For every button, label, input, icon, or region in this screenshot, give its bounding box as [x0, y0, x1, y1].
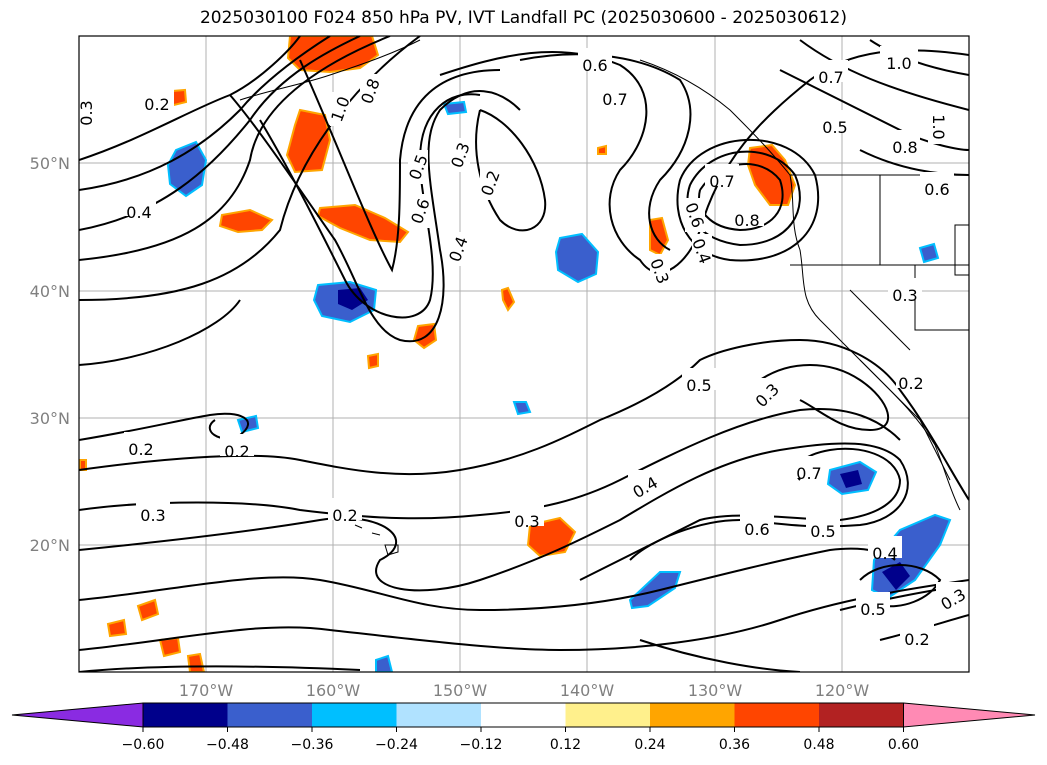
colorbar-tick-label: 0.60 [888, 737, 919, 753]
latitude-labels: 50°N 40°N 30°N 20°N [30, 154, 70, 555]
colorbar-tick-label: −0.60 [122, 737, 165, 753]
colorbar-segment [227, 703, 312, 727]
contour-label: 0.2 [224, 442, 249, 461]
colorbar-extend-low [11, 702, 144, 728]
contour-label: 0.3 [514, 512, 539, 531]
contour-label: 1.0 [929, 114, 948, 139]
lon-label: 150°W [433, 681, 488, 700]
lon-label: 120°W [815, 681, 870, 700]
contour-label: 0.5 [686, 376, 711, 395]
contour-label: 0.7 [709, 172, 734, 191]
colorbar-tick-label: 0.36 [719, 737, 750, 753]
lat-label: 50°N [30, 154, 70, 173]
contour-label: 1.0 [886, 54, 911, 73]
contour-label: 0.3 [77, 100, 96, 125]
contour-label: 0.4 [126, 203, 151, 222]
colorbar-tick-label: −0.12 [460, 737, 503, 753]
contour-label: 0.8 [734, 211, 759, 230]
contour-labels: 0.2 0.3 0.4 1.0 0.8 0.3 0.2 0.5 0.6 0.4 0.6 0.7 0.3 0… [77, 54, 969, 649]
contour-label: 0.7 [602, 90, 627, 109]
lat-label: 40°N [30, 282, 70, 301]
contour-label: 0.4 [872, 544, 897, 563]
contour-label: 0.3 [140, 506, 165, 525]
contour-label: 0.6 [744, 520, 769, 539]
colorbar: −0.60 −0.48 −0.36 −0.24 −0.12 0.12 0.24 0.36 0.4… [11, 702, 1036, 753]
colorbar-segment [143, 703, 228, 727]
contour-label: 0.6 [924, 180, 949, 199]
colorbar-frame [142, 702, 904, 728]
contour-label: 0.3 [892, 286, 917, 305]
contour-label: 0.2 [898, 374, 923, 393]
map-plot-area: 0.2 0.3 0.4 1.0 0.8 0.3 0.2 0.5 0.6 0.4 0.6 0.7 0.3 0… [77, 36, 969, 672]
lat-label: 30°N [30, 409, 70, 428]
colorbar-segment [734, 703, 819, 727]
contour-label: 0.2 [128, 440, 153, 459]
map-title: 2025030100 F024 850 hPa PV, IVT Landfall… [199, 8, 847, 28]
contour-label: 0.8 [892, 138, 917, 157]
colorbar-tick-label: −0.36 [291, 737, 334, 753]
colorbar-segment [650, 703, 735, 727]
contour-label: 0.2 [904, 630, 929, 649]
colorbar-segment [565, 703, 650, 727]
contour-label: 0.5 [810, 522, 835, 541]
contour-label: 0.2 [332, 506, 357, 525]
colorbar-tick-label: 0.48 [803, 737, 834, 753]
contour-label: 0.2 [144, 95, 169, 114]
lat-label: 20°N [30, 536, 70, 555]
contour-label-group [79, 46, 969, 644]
contour-label: 0.5 [822, 118, 847, 137]
colorbar-segment [312, 703, 397, 727]
colorbar-tick-label: 0.12 [550, 737, 581, 753]
contour-label: 0.6 [582, 56, 607, 75]
longitude-labels: 170°W 160°W 150°W 140°W 130°W 120°W [179, 681, 870, 700]
map-frame [78, 35, 970, 673]
gridlines [79, 36, 969, 672]
colorbar-segment [396, 703, 481, 727]
lon-label: 160°W [306, 681, 361, 700]
colorbar-tick-label: 0.24 [634, 737, 665, 753]
colorbar-tick-label: −0.48 [206, 737, 249, 753]
colorbar-segment [819, 703, 904, 727]
lon-label: 140°W [560, 681, 615, 700]
contour-label: 0.5 [860, 600, 885, 619]
contour-label: 0.7 [796, 464, 821, 483]
contour-label: 0.7 [818, 68, 843, 87]
colorbar-tick-label: −0.24 [375, 737, 418, 753]
colorbar-extend-high [903, 702, 1036, 728]
lon-label: 170°W [179, 681, 234, 700]
colorbar-segment [481, 703, 566, 727]
lon-label: 130°W [688, 681, 743, 700]
